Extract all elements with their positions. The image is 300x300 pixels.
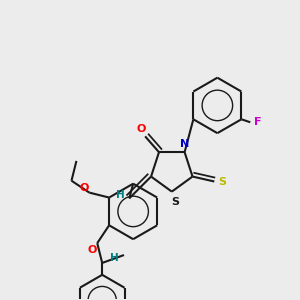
Text: S: S bbox=[171, 196, 179, 206]
Text: O: O bbox=[136, 124, 146, 134]
Text: O: O bbox=[88, 245, 97, 255]
Text: N: N bbox=[180, 139, 189, 149]
Text: F: F bbox=[254, 117, 262, 127]
Text: S: S bbox=[218, 176, 226, 187]
Text: H: H bbox=[116, 190, 125, 200]
Text: O: O bbox=[80, 183, 89, 193]
Text: H: H bbox=[110, 253, 118, 263]
